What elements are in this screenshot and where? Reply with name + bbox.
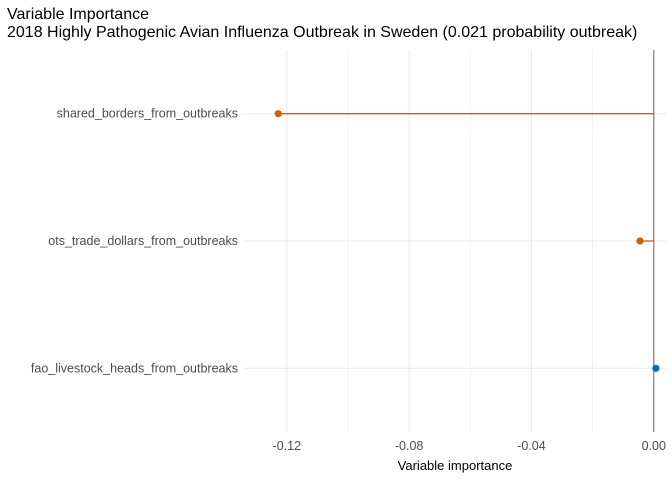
x-axis-title: Variable importance <box>398 458 513 473</box>
point-fao_livestock_heads_from_outbreaks <box>652 364 660 372</box>
chart-title: Variable Importance <box>7 6 149 23</box>
y-tick-labels: shared_borders_from_outbreaks ots_trade_d… <box>31 107 238 376</box>
chart-subtitle: 2018 Highly Pathogenic Avian Influenza O… <box>7 24 638 41</box>
x-tick-labels: -0.12 -0.08 -0.04 0.00 <box>273 439 666 453</box>
lollipop-points <box>274 110 660 372</box>
x-tick-label: -0.08 <box>395 439 424 453</box>
y-tick-label: fao_livestock_heads_from_outbreaks <box>31 361 238 375</box>
point-ots_trade_dollars_from_outbreaks <box>636 237 644 245</box>
x-tick-label: -0.04 <box>517 439 546 453</box>
x-tick-label: 0.00 <box>642 439 666 453</box>
major-gridlines <box>244 50 666 432</box>
x-tick-label: -0.12 <box>273 439 302 453</box>
point-shared_borders_from_outbreaks <box>274 110 282 118</box>
y-tick-label: ots_trade_dollars_from_outbreaks <box>48 234 238 248</box>
y-tick-label: shared_borders_from_outbreaks <box>57 107 238 121</box>
